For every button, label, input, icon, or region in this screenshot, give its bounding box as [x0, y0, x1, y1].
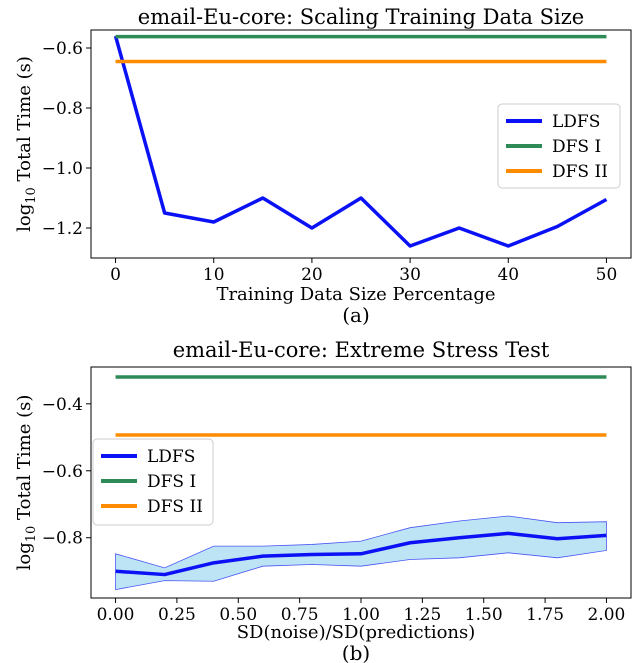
y-tick-label: −1.2	[42, 219, 83, 239]
legend-box	[92, 438, 214, 526]
legend-entry: LDFS	[147, 447, 195, 467]
x-tick-label: 20	[301, 265, 323, 285]
x-tick-label: 0.75	[281, 605, 319, 625]
legend-entry: DFS II	[552, 162, 608, 182]
x-tick-label: 10	[203, 265, 225, 285]
x-tick-label: 2.00	[588, 605, 626, 625]
chart-b: email-Eu-core: Extreme Stress Test 0.00 0.…	[14, 338, 632, 663]
figure-caption: (b)	[342, 641, 370, 663]
x-tick-label: 1.50	[465, 605, 503, 625]
x-tick-label: 1.75	[526, 605, 564, 625]
plot-frame	[90, 29, 632, 259]
chart-title: email-Eu-core: Extreme Stress Test	[173, 338, 550, 362]
x-tick-label: 0.50	[219, 605, 257, 625]
legend-entry: LDFS	[552, 112, 600, 132]
legend-box	[497, 103, 621, 189]
x-tick-label: 40	[497, 265, 519, 285]
x-tick-label: 1.25	[403, 605, 441, 625]
y-axis-label: log10 Total Time (s)	[14, 395, 39, 571]
legend-entry: DFS I	[552, 137, 601, 157]
x-tick-label: 1.00	[342, 605, 380, 625]
x-tick-label: 0.00	[97, 605, 135, 625]
y-tick-label: −0.4	[42, 395, 83, 415]
chart-title: email-Eu-core: Scaling Training Data Siz…	[138, 5, 584, 29]
legend: LDFS DFS I DFS II	[497, 103, 621, 189]
x-tick-label: 30	[399, 265, 421, 285]
legend: LDFS DFS I DFS II	[92, 438, 214, 526]
series-line-ldfs	[115, 531, 607, 577]
chart-a: email-Eu-core: Scaling Training Data Siz…	[14, 5, 632, 327]
y-axis-label: log10 Total Time (s)	[14, 56, 39, 232]
series-line-ldfs	[113, 35, 608, 248]
x-tick-label: 0.25	[158, 605, 196, 625]
x-axis-label: SD(noise)/SD(predictions)	[237, 622, 476, 643]
y-tick-label: −1.0	[42, 159, 83, 179]
figure-caption: (a)	[342, 303, 370, 327]
y-tick-label: −0.8	[42, 99, 83, 119]
x-axis-label: Training Data Size Percentage	[216, 284, 495, 305]
y-tick-label: −0.6	[42, 39, 83, 59]
legend-entry: DFS II	[147, 497, 203, 517]
x-tick-label: 50	[596, 265, 618, 285]
x-tick-label: 0	[110, 265, 121, 285]
legend-entry: DFS I	[147, 472, 196, 492]
y-tick-label: −0.8	[42, 529, 83, 549]
y-tick-label: −0.6	[42, 462, 83, 482]
